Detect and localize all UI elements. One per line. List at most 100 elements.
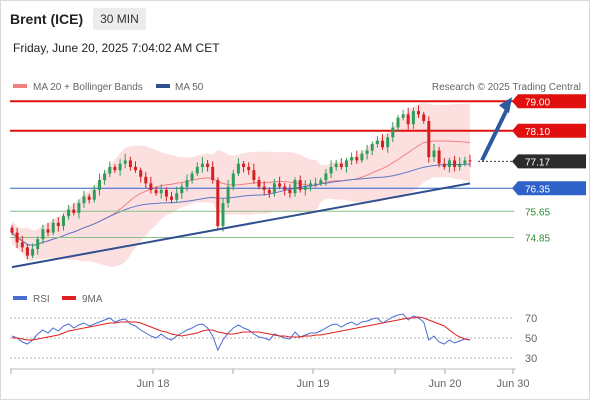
candle-body [252,170,256,180]
candle-body [339,163,343,167]
candle-body [25,247,29,256]
projection-arrow-shaft [480,106,510,162]
ma50-legend-swatch [156,84,170,88]
candle-body [334,163,338,167]
level-badge-label: 79.00 [525,97,550,108]
candle-body [200,163,204,167]
candle-body [386,137,390,148]
candle-body [159,189,163,194]
candle-body [293,180,297,194]
candle-body [442,163,446,167]
candle-body [216,180,220,227]
candle-body [262,186,266,190]
candle-body [118,163,122,171]
candle-body [108,166,112,174]
candle-body [123,160,127,164]
time-tick-label: Jun 30 [496,378,529,390]
candle-body [62,216,65,226]
candle-body [180,186,184,194]
candle-body [128,160,132,167]
chart-datetime: Friday, June 20, 2025 7:04:02 AM CET [13,41,220,55]
candle-body [355,157,359,161]
timeframe-badge[interactable]: 30 MIN [93,8,146,30]
candle-body [453,160,457,167]
candle-body [206,163,210,167]
candle-body [391,127,395,138]
candle-body [278,183,282,187]
candle-body [314,183,318,185]
rsi-ma-legend-label: 9MA [82,294,103,305]
candle-body [77,203,81,213]
level-badge-label: 78.10 [525,127,550,138]
candle-body [350,157,354,161]
candle-body [190,173,194,181]
candle-body [345,160,348,167]
candle-body [231,173,235,187]
candle-body [36,239,40,249]
candle-body [20,242,24,248]
rsi-pane: 70 50 30 [10,313,537,365]
candle-body [236,163,240,174]
candle-body [447,160,451,167]
candle-body [72,209,76,213]
time-axis: Jun 18 Jun 19 Jun 20 Jun 30 [10,369,530,390]
candle-body [411,111,415,125]
candle-body [298,180,302,190]
candle-body [381,140,384,148]
candle-body [82,196,86,204]
candle-body [432,150,436,158]
candle-body [15,232,19,243]
ma50-line [11,163,471,246]
candle-body [41,229,45,240]
level-badge [512,154,586,169]
ma50-legend-label: MA 50 [175,82,204,93]
candle-body [10,227,14,233]
chart-header: Brent (ICE) 30 MIN [10,7,146,31]
time-tick-label: Jun 18 [136,378,169,390]
candle-body [427,121,431,158]
ma20-legend-label: MA 20 + Bollinger Bands [33,82,143,93]
candle-body [87,196,91,200]
candle-body [226,186,230,203]
candle-body [164,189,168,197]
candle-body [375,140,379,144]
rsi-legend-swatch [13,296,27,300]
candle-body [422,114,426,121]
candle-body [221,203,225,227]
candle-body [247,166,251,171]
level-badge-label: 76.35 [525,184,550,195]
rsi-tick-label: 50 [525,333,537,345]
ma20-legend-swatch [13,84,27,88]
candle-body [329,166,333,174]
chart-credit: Research © 2025 Trading Central [432,82,581,93]
level-badge-label: 77.17 [525,157,550,168]
candle-body [98,180,101,190]
candle-body [463,160,467,164]
candle-body [211,166,215,180]
candle-body [288,189,292,194]
time-tick-label: Jun 19 [296,378,329,390]
candle-body [139,170,143,177]
candle-body [175,193,179,200]
rsi-line [11,313,471,352]
candle-body [195,166,199,174]
candle-body [309,183,312,187]
candle-body [185,180,189,187]
projection-arrow-head [499,97,512,114]
candle-body [365,150,369,154]
candle-body [154,189,158,194]
level-badge [512,94,586,109]
candle-body [242,163,246,167]
rsi-legend-label: RSI [33,294,50,305]
candle-body [144,176,148,184]
rsi-ma-legend-swatch [62,296,76,300]
candle-body [272,183,276,194]
candle-body [360,153,364,161]
candle-body [170,196,173,200]
level-label: 74.85 [525,234,550,245]
candle-body [257,180,261,187]
candle-body [51,222,55,233]
level-badge [512,181,586,196]
candle-body [458,163,462,167]
